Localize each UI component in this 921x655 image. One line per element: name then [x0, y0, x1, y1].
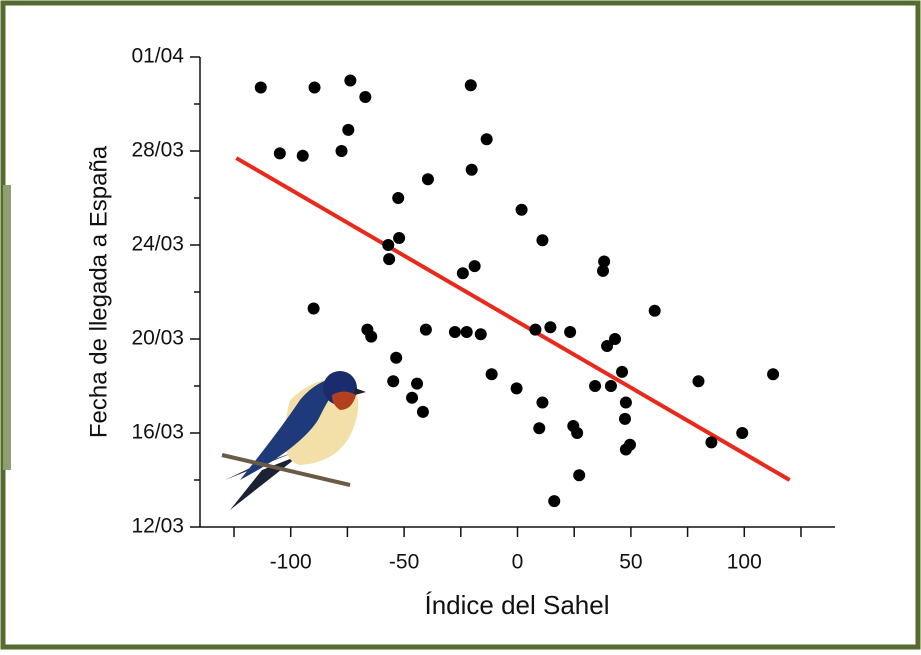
point — [344, 74, 357, 87]
point — [342, 123, 355, 136]
point — [536, 396, 549, 409]
point — [465, 163, 478, 176]
point — [448, 325, 461, 338]
x-axis-label: Índice del Sahel — [424, 590, 609, 620]
side-strip — [3, 185, 11, 470]
point — [619, 396, 632, 409]
point — [596, 264, 609, 277]
point — [485, 368, 498, 381]
point — [382, 239, 395, 251]
x-tick-label: -50 — [389, 551, 419, 574]
point — [548, 495, 561, 508]
point — [468, 260, 481, 273]
point — [308, 81, 321, 94]
point — [416, 405, 429, 418]
point — [390, 351, 403, 364]
point — [406, 391, 419, 404]
y-tick-label: 28/03 — [131, 139, 184, 162]
point — [456, 267, 469, 280]
point — [589, 380, 602, 392]
point — [529, 323, 542, 336]
point — [601, 340, 614, 353]
y-tick-label: 24/03 — [131, 233, 184, 256]
point — [335, 145, 348, 157]
point — [474, 328, 487, 341]
point — [536, 234, 549, 247]
point — [736, 427, 749, 439]
point — [533, 422, 546, 435]
point — [573, 469, 586, 482]
point — [564, 325, 577, 338]
point — [392, 192, 405, 204]
y-axis-label: Fecha de llegada a España — [85, 145, 112, 438]
point — [598, 255, 611, 268]
y-tick-label: 01/04 — [131, 45, 184, 68]
point — [464, 79, 477, 92]
point — [571, 427, 584, 439]
y-tick-label: 16/03 — [131, 421, 184, 444]
point — [365, 330, 378, 343]
point — [387, 375, 400, 388]
point — [616, 365, 629, 378]
point — [359, 90, 372, 103]
trend-line — [235, 156, 791, 482]
point — [692, 375, 705, 388]
point — [307, 302, 320, 315]
point — [767, 368, 780, 381]
y-tick-label: 12/03 — [131, 515, 184, 538]
point — [383, 253, 396, 266]
swallow-illustration — [221, 371, 366, 510]
x-tick-label: 50 — [619, 551, 642, 574]
point — [296, 149, 309, 162]
point — [393, 231, 406, 244]
point — [411, 377, 424, 390]
point — [515, 203, 528, 216]
y-tick-label: 20/03 — [131, 327, 184, 350]
point — [510, 382, 523, 395]
point — [544, 321, 557, 334]
point — [604, 380, 617, 392]
point — [618, 412, 631, 425]
point — [480, 133, 493, 146]
point — [648, 304, 661, 317]
point — [460, 325, 473, 338]
x-tick-label: 100 — [727, 551, 762, 574]
x-tick-label: 0 — [512, 551, 524, 574]
point — [254, 81, 267, 94]
point — [705, 436, 718, 449]
point — [273, 147, 286, 160]
point — [623, 438, 636, 451]
point — [419, 323, 432, 336]
point — [421, 173, 434, 186]
x-tick-label: -100 — [270, 551, 312, 574]
point — [609, 333, 622, 345]
